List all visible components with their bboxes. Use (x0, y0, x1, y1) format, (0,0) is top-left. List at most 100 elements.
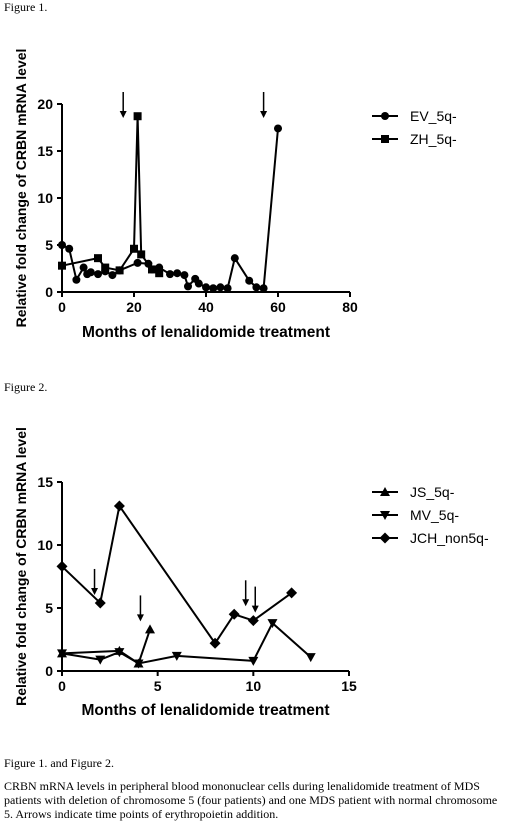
legend-entry: JCH_non5q- (372, 530, 489, 546)
arrow-head (260, 111, 268, 118)
x-tick-label: 5 (154, 678, 162, 694)
y-tick-label: 15 (37, 474, 53, 490)
legend-entry: MV_5q- (372, 507, 459, 523)
epo-arrow (242, 580, 250, 607)
data-point (101, 263, 110, 272)
data-point (259, 284, 268, 293)
data-point (145, 624, 156, 634)
data-point (209, 637, 221, 649)
data-point (173, 269, 182, 278)
data-point (252, 283, 261, 292)
data-point (86, 268, 95, 277)
data-point (94, 270, 102, 279)
y-axis-label: Relative fold change of CRBN mRNA level (13, 49, 29, 328)
data-point (95, 655, 106, 665)
epo-arrow (119, 92, 127, 118)
x-tick-label: 60 (270, 299, 286, 315)
data-point (155, 269, 164, 278)
series-line (61, 128, 279, 290)
arrow-head (242, 599, 250, 607)
data-point (274, 124, 282, 133)
arrow-head (136, 614, 144, 622)
data-point (79, 263, 88, 272)
data-point (94, 254, 102, 263)
arrow-head (251, 605, 259, 613)
data-point (58, 261, 66, 270)
y-axis-label: Relative fold change of CRBN mRNA level (13, 427, 29, 706)
figure-2-label: Figure 2. (4, 380, 48, 394)
x-axis-label: Months of lenalidomide treatment (81, 702, 329, 719)
figure-1-chart: 0 5 10 15 20 0 20 40 60 80 Months of lenalidomide … (13, 49, 457, 341)
y-tick-label: 15 (37, 143, 53, 159)
legend-marker (380, 511, 390, 520)
legend-marker (381, 112, 389, 120)
data-point (223, 284, 232, 293)
y-tick-label: 10 (37, 537, 53, 553)
data-point (228, 608, 240, 620)
data-point (184, 282, 192, 291)
legend-label: EV_5q- (410, 108, 457, 124)
legend-entry: JS_5q- (372, 484, 455, 500)
series-line (61, 504, 293, 645)
epo-arrow (91, 568, 99, 595)
data-point (58, 241, 66, 249)
data-point (57, 649, 67, 659)
epo-arrow (260, 92, 268, 118)
legend-label: JS_5q- (410, 484, 455, 500)
data-point (286, 587, 298, 599)
series-MV_5q- (57, 619, 316, 669)
y-tick-label: 20 (37, 96, 53, 112)
y-tick-label: 10 (37, 190, 53, 206)
data-point (171, 651, 182, 661)
y-tick-label: 0 (45, 284, 53, 300)
figure-2-chart: 0 5 10 15 0 5 10 15 Months of lenalidomide treat… (13, 427, 489, 719)
x-tick-label: 80 (342, 299, 358, 315)
x-tick-label: 15 (341, 678, 357, 694)
legend-entry: EV_5q- (372, 108, 457, 124)
data-point (133, 659, 144, 669)
y-tick-label: 5 (45, 237, 53, 253)
data-point (65, 244, 74, 253)
series-EV_5q- (58, 124, 282, 293)
series-line (61, 115, 160, 275)
data-point (216, 283, 225, 292)
epo-arrow (251, 586, 259, 613)
legend-marker (380, 487, 390, 496)
data-point (267, 619, 278, 629)
x-tick-label: 0 (58, 299, 66, 315)
caption-title: Figure 1. and Figure 2. (4, 756, 114, 770)
data-point (230, 254, 239, 263)
series-ZH_5q- (58, 112, 164, 278)
legend-entry: ZH_5q- (372, 131, 457, 147)
data-point (94, 597, 106, 609)
data-point (130, 244, 138, 253)
epo-arrow (136, 595, 144, 622)
x-tick-label: 10 (246, 678, 262, 694)
series-JCH_non5q- (56, 500, 298, 649)
data-point (180, 271, 189, 280)
legend-label: JCH_non5q- (410, 530, 489, 546)
data-point (115, 266, 124, 275)
legend-marker (381, 135, 389, 143)
data-point (114, 648, 125, 658)
y-tick-label: 0 (45, 663, 53, 679)
caption-body: CRBN mRNA levels in peripheral blood mon… (4, 779, 498, 821)
legend-marker (379, 532, 391, 544)
data-point (209, 284, 218, 293)
legend-label: MV_5q- (410, 507, 459, 523)
data-point (72, 275, 81, 284)
data-point (247, 615, 259, 627)
x-axis-label: Months of lenalidomide treatment (82, 324, 330, 341)
data-point (133, 258, 142, 267)
data-point (305, 653, 316, 663)
x-tick-label: 40 (198, 299, 214, 315)
data-point (166, 270, 174, 279)
x-tick-label: 20 (126, 299, 142, 315)
y-tick-label: 5 (45, 600, 53, 616)
data-point (133, 112, 142, 121)
data-point (137, 250, 146, 259)
legend-label: ZH_5q- (410, 131, 457, 147)
data-point (56, 560, 68, 572)
arrow-head (91, 587, 99, 595)
data-point (113, 500, 125, 512)
